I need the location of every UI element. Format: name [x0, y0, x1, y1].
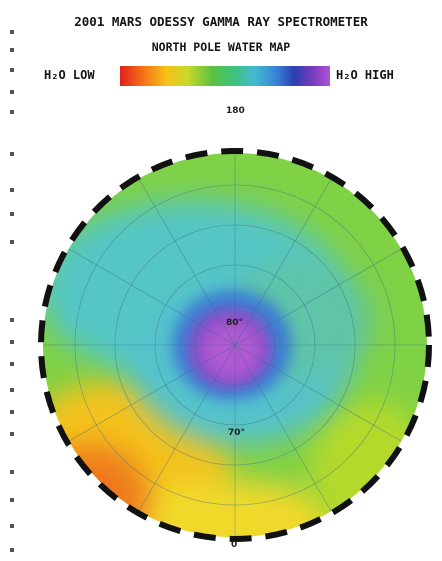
latitude-label-80: 80° — [226, 318, 244, 328]
legend-high-label: H₂O HIGH — [336, 68, 394, 82]
latitude-label-70: 70° — [228, 428, 246, 438]
longitude-label-top: 180 — [226, 106, 245, 116]
map-subtitle: NORTH POLE WATER MAP — [151, 40, 291, 54]
water-map-disk — [43, 153, 427, 537]
cropped-text-strip — [0, 0, 22, 561]
map-border — [38, 148, 432, 542]
legend-low-label: H₂O LOW — [44, 68, 95, 82]
legend-colorbar — [120, 66, 330, 86]
map-title: 2001 MARS ODESSY GAMMA RAY SPECTROMETER — [74, 14, 368, 29]
longitude-label-bottom: 0 — [231, 540, 238, 550]
graticule — [43, 153, 427, 537]
